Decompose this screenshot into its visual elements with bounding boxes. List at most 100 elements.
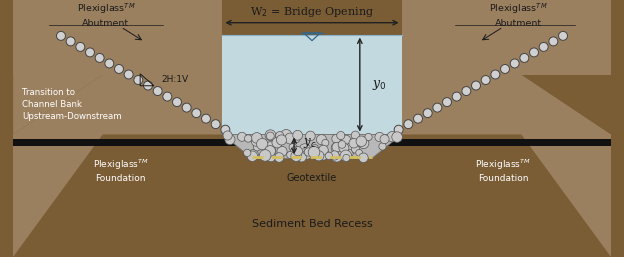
Text: y$_0$: y$_0$ [372, 78, 386, 91]
Circle shape [247, 151, 258, 161]
Circle shape [285, 133, 296, 144]
Circle shape [303, 150, 312, 159]
Circle shape [325, 152, 333, 160]
Circle shape [272, 137, 283, 148]
Circle shape [349, 139, 359, 148]
Circle shape [66, 37, 75, 46]
Circle shape [238, 132, 246, 141]
Circle shape [267, 142, 274, 149]
Text: Sediment Bed Recess: Sediment Bed Recess [251, 219, 373, 229]
Circle shape [332, 134, 341, 143]
Text: Plexiglass$^{TM}$
Foundation: Plexiglass$^{TM}$ Foundation [475, 157, 531, 183]
Circle shape [530, 48, 539, 57]
Circle shape [266, 132, 274, 140]
Circle shape [291, 153, 298, 160]
Circle shape [322, 139, 329, 146]
Text: W$_2$ = Bridge Opening: W$_2$ = Bridge Opening [250, 5, 374, 19]
Circle shape [182, 103, 191, 112]
Circle shape [248, 150, 258, 160]
Circle shape [332, 142, 342, 152]
Circle shape [144, 81, 152, 90]
Circle shape [306, 131, 315, 141]
Text: Plexiglass$^{TM}$
Abutment: Plexiglass$^{TM}$ Abutment [489, 2, 547, 28]
Circle shape [510, 59, 519, 68]
Circle shape [293, 135, 300, 143]
Circle shape [520, 53, 529, 62]
Circle shape [341, 135, 351, 144]
Circle shape [387, 132, 397, 142]
Circle shape [153, 87, 162, 96]
Circle shape [286, 151, 294, 159]
Circle shape [317, 148, 323, 154]
Circle shape [253, 143, 261, 151]
Circle shape [266, 153, 275, 162]
Circle shape [76, 42, 85, 51]
Polygon shape [402, 75, 611, 134]
Circle shape [114, 65, 124, 74]
Circle shape [293, 146, 303, 156]
Circle shape [134, 76, 143, 85]
Circle shape [276, 132, 284, 140]
Circle shape [539, 42, 548, 51]
Circle shape [311, 144, 318, 151]
Circle shape [318, 149, 329, 160]
Circle shape [338, 141, 346, 148]
Circle shape [305, 148, 313, 156]
Circle shape [291, 151, 301, 161]
Circle shape [318, 145, 328, 155]
Circle shape [500, 65, 510, 74]
Circle shape [356, 136, 367, 146]
Circle shape [85, 48, 94, 57]
Polygon shape [521, 134, 611, 257]
Circle shape [394, 125, 403, 134]
Circle shape [452, 92, 461, 101]
Polygon shape [13, 75, 103, 134]
Bar [252, 139, 372, 146]
Circle shape [414, 114, 422, 123]
Circle shape [330, 151, 339, 160]
Circle shape [280, 130, 292, 141]
Circle shape [275, 153, 284, 162]
Circle shape [289, 143, 296, 151]
Text: Transition to
Channel Bank
Upstream-Downstream: Transition to Channel Bank Upstream-Down… [22, 88, 122, 121]
Circle shape [331, 151, 339, 159]
Circle shape [343, 152, 352, 161]
Circle shape [481, 76, 490, 85]
Text: y$_c$: y$_c$ [303, 136, 316, 150]
Circle shape [265, 130, 276, 141]
Circle shape [358, 138, 369, 149]
Circle shape [351, 131, 359, 139]
Circle shape [379, 143, 386, 150]
Circle shape [472, 81, 480, 90]
Circle shape [163, 92, 172, 101]
Circle shape [359, 153, 368, 163]
Circle shape [442, 98, 452, 107]
Polygon shape [13, 134, 103, 257]
Circle shape [339, 144, 348, 152]
Circle shape [334, 145, 345, 157]
Circle shape [256, 139, 268, 150]
Bar [402, 0, 611, 75]
Circle shape [277, 146, 287, 157]
Circle shape [317, 151, 324, 159]
Circle shape [380, 135, 389, 144]
Circle shape [433, 103, 442, 112]
Circle shape [297, 153, 306, 162]
Circle shape [549, 37, 558, 46]
Circle shape [375, 132, 384, 142]
Circle shape [172, 98, 182, 107]
Circle shape [265, 145, 275, 156]
Circle shape [340, 150, 351, 162]
Circle shape [404, 120, 413, 129]
Circle shape [331, 142, 342, 153]
Text: Plexiglass$^{TM}$
Foundation: Plexiglass$^{TM}$ Foundation [93, 157, 149, 183]
Circle shape [356, 149, 363, 156]
Circle shape [299, 144, 311, 155]
Circle shape [308, 146, 320, 158]
Polygon shape [222, 134, 402, 158]
Circle shape [105, 59, 114, 68]
Circle shape [276, 135, 286, 145]
Circle shape [344, 149, 353, 158]
Circle shape [192, 109, 201, 118]
Circle shape [300, 149, 308, 158]
